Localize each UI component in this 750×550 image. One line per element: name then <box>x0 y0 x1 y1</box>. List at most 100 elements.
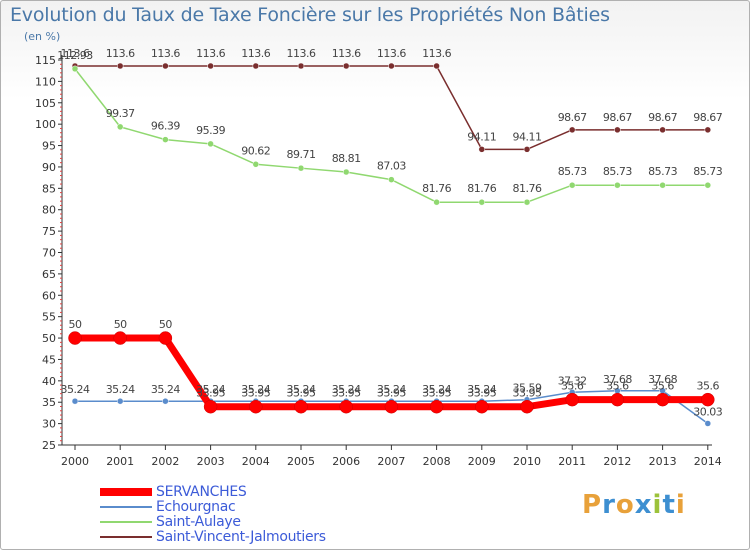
logo-letter: t <box>662 490 676 520</box>
data-label: 113.6 <box>61 47 90 60</box>
y-tick-label: 115 <box>35 54 56 67</box>
y-tick-label: 95 <box>42 140 56 153</box>
data-label: 37.68 <box>603 373 632 386</box>
data-label: 98.67 <box>648 111 677 124</box>
logo-letter: x <box>634 490 653 520</box>
data-label: 88.81 <box>332 152 361 165</box>
data-point <box>704 126 712 134</box>
data-label: 81.76 <box>422 182 451 195</box>
data-label: 113.6 <box>106 47 135 60</box>
data-point <box>478 198 486 206</box>
legend-label: Echourgnac <box>156 498 236 515</box>
data-point <box>342 168 350 176</box>
series-saint-aulaye <box>71 65 712 206</box>
x-tick-label: 2004 <box>242 455 270 468</box>
legend-label: SERVANCHES <box>156 483 247 500</box>
x-tick-label: 2005 <box>287 455 315 468</box>
y-tick-label: 65 <box>42 268 56 281</box>
data-point <box>116 123 124 131</box>
data-point <box>429 399 444 414</box>
x-tick-label: 2001 <box>106 455 134 468</box>
data-point <box>249 399 263 414</box>
legend-swatch <box>100 535 152 538</box>
proxiti-logo: Proxiti <box>582 490 686 520</box>
x-tick-label: 2000 <box>61 455 89 468</box>
chart-title: Evolution du Taux de Taxe Foncière sur l… <box>10 4 610 26</box>
data-point <box>162 136 169 143</box>
y-tick-label: 55 <box>42 311 56 324</box>
x-tick-label: 2008 <box>423 455 451 468</box>
data-label: 37.32 <box>558 374 587 387</box>
logo-letter: i <box>675 490 686 520</box>
legend-label: Saint-Vincent-Jalmoutiers <box>156 528 326 545</box>
data-label: 33.95 <box>377 387 406 400</box>
legend-item: Saint-Vincent-Jalmoutiers <box>100 528 326 545</box>
data-label: 112.93 <box>57 49 93 62</box>
data-label: 30.03 <box>693 405 722 418</box>
legend-item: SERVANCHES <box>100 483 326 500</box>
legend-item: Saint-Aulaye <box>100 514 326 530</box>
logo-letter: o <box>615 490 635 520</box>
data-point <box>475 399 489 414</box>
data-point <box>68 331 82 345</box>
data-point <box>207 62 214 70</box>
data-label: 81.76 <box>513 182 542 195</box>
data-label: 35.6 <box>697 380 720 393</box>
y-tick-label: 30 <box>42 418 56 431</box>
data-label: 35.6 <box>606 380 629 393</box>
data-point <box>294 399 308 414</box>
data-label: 35.59 <box>513 382 542 395</box>
series-servanches <box>68 331 715 414</box>
data-point <box>614 126 621 134</box>
data-label: 90.62 <box>241 144 270 157</box>
series-line <box>75 65 708 151</box>
data-point <box>162 397 169 405</box>
x-tick-label: 2012 <box>603 455 631 468</box>
data-label: 33.95 <box>287 387 316 400</box>
data-label: 35.24 <box>332 383 361 396</box>
x-tick-label: 2002 <box>151 455 179 468</box>
y-tick-label: 110 <box>35 75 56 88</box>
data-label: 33.95 <box>332 387 361 400</box>
x-tick-label: 2006 <box>332 455 360 468</box>
data-label: 113.6 <box>422 47 451 60</box>
data-label: 35.24 <box>467 383 496 396</box>
data-label: 98.67 <box>693 111 722 124</box>
data-label: 113.6 <box>287 47 316 60</box>
data-label: 50 <box>114 318 127 331</box>
data-label: 98.67 <box>603 111 632 124</box>
data-point <box>388 176 395 183</box>
legend-swatch <box>100 520 152 523</box>
data-point <box>297 62 305 70</box>
data-label: 35.24 <box>377 383 406 396</box>
data-point <box>523 146 531 153</box>
data-point <box>388 62 395 70</box>
data-point <box>565 392 579 407</box>
y-axis-unit-label: (en %) <box>24 30 61 43</box>
legend-swatch <box>100 505 152 508</box>
data-label: 94.11 <box>467 130 496 143</box>
data-label: 35.24 <box>106 383 135 396</box>
data-label: 85.73 <box>603 165 632 178</box>
y-tick-label: 100 <box>35 118 56 131</box>
x-tick-label: 2003 <box>197 455 225 468</box>
data-point <box>523 198 531 206</box>
data-label: 81.76 <box>467 182 496 195</box>
data-point <box>701 392 715 407</box>
data-label: 35.24 <box>287 383 316 396</box>
data-label: 37.68 <box>648 373 677 386</box>
x-tick-label: 2009 <box>468 455 496 468</box>
data-point <box>339 399 353 414</box>
data-label: 50 <box>159 318 172 331</box>
y-tick-label: 25 <box>42 439 56 452</box>
y-tick-label: 50 <box>42 332 56 345</box>
x-tick-label: 2010 <box>513 455 541 468</box>
data-label: 33.95 <box>467 387 496 400</box>
data-label: 33.95 <box>422 387 451 400</box>
data-point <box>158 331 173 345</box>
y-tick-label: 45 <box>42 353 56 366</box>
y-tick-label: 75 <box>42 225 56 238</box>
data-label: 35.24 <box>241 383 270 396</box>
data-point <box>71 65 79 73</box>
data-labels-layer: 50 50 50 33.95 33.95 33.95 33.95 33.95 33.95 33.9… <box>57 47 723 418</box>
